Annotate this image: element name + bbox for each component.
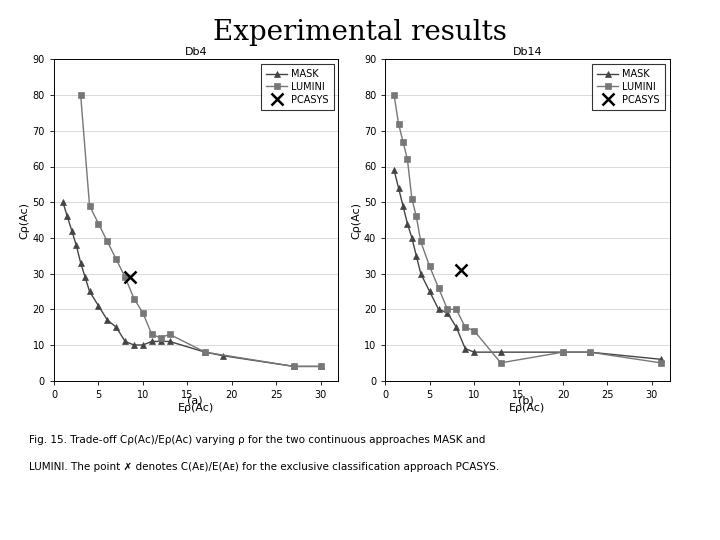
LUMINI xyxy=(76,92,85,98)
MASK xyxy=(112,324,120,330)
MASK xyxy=(201,349,210,355)
LUMINI xyxy=(434,285,443,291)
MASK xyxy=(138,342,147,348)
MASK xyxy=(496,349,505,355)
MASK xyxy=(399,202,408,209)
MASK xyxy=(395,185,403,191)
LUMINI xyxy=(148,331,156,338)
MASK xyxy=(461,346,469,352)
LUMINI xyxy=(395,120,403,127)
LUMINI xyxy=(403,156,412,163)
LUMINI xyxy=(657,360,665,366)
MASK xyxy=(559,349,567,355)
MASK xyxy=(156,338,165,345)
LUMINI xyxy=(399,138,408,145)
MASK xyxy=(103,317,112,323)
MASK xyxy=(434,306,443,313)
Line: LUMINI: LUMINI xyxy=(391,92,664,366)
X-axis label: Eρ(Ac): Eρ(Ac) xyxy=(178,402,215,413)
LUMINI xyxy=(408,195,416,202)
MASK xyxy=(289,363,298,370)
Line: LUMINI: LUMINI xyxy=(78,92,323,369)
Text: LUMINI. The point ✗ denotes C(Aᴇ)/E(Aᴇ) for the exclusive classification approac: LUMINI. The point ✗ denotes C(Aᴇ)/E(Aᴇ) … xyxy=(29,462,499,472)
LUMINI xyxy=(165,331,174,338)
LUMINI xyxy=(289,363,298,370)
LUMINI xyxy=(412,213,420,220)
MASK xyxy=(412,253,420,259)
LUMINI xyxy=(103,238,112,245)
MASK xyxy=(165,338,174,345)
LUMINI xyxy=(469,327,478,334)
MASK xyxy=(121,338,130,345)
X-axis label: Eρ(Ac): Eρ(Ac) xyxy=(509,402,546,413)
Text: Fig. 15. Trade-off Cρ(Aᴄ)/Eρ(Aᴄ) varying ρ for the two continuous approaches MAS: Fig. 15. Trade-off Cρ(Aᴄ)/Eρ(Aᴄ) varying… xyxy=(29,435,485,445)
MASK xyxy=(416,271,425,277)
MASK xyxy=(443,309,451,316)
LUMINI xyxy=(452,306,461,313)
LUMINI xyxy=(585,349,594,355)
MASK xyxy=(148,338,156,345)
LUMINI xyxy=(112,256,120,262)
MASK xyxy=(469,349,478,355)
LUMINI xyxy=(138,309,147,316)
Text: Experimental results: Experimental results xyxy=(213,19,507,46)
Y-axis label: Cρ(Ac): Cρ(Ac) xyxy=(351,201,361,239)
LUMINI xyxy=(130,295,138,302)
MASK xyxy=(76,260,85,266)
MASK xyxy=(657,356,665,362)
Title: Db14: Db14 xyxy=(513,47,542,57)
MASK xyxy=(585,349,594,355)
LUMINI xyxy=(443,306,451,313)
Legend: MASK, LUMINI, PCASYS: MASK, LUMINI, PCASYS xyxy=(261,64,333,110)
MASK xyxy=(58,199,67,205)
LUMINI xyxy=(121,274,130,280)
Line: MASK: MASK xyxy=(391,167,664,362)
LUMINI xyxy=(496,360,505,366)
MASK xyxy=(408,235,416,241)
MASK xyxy=(426,288,434,295)
Title: Db4: Db4 xyxy=(185,47,207,57)
LUMINI xyxy=(316,363,325,370)
LUMINI xyxy=(559,349,567,355)
MASK xyxy=(63,213,72,220)
Text: (b): (b) xyxy=(518,395,534,406)
MASK xyxy=(316,363,325,370)
MASK xyxy=(219,353,228,359)
MASK xyxy=(85,288,94,295)
Legend: MASK, LUMINI, PCASYS: MASK, LUMINI, PCASYS xyxy=(593,64,665,110)
MASK xyxy=(130,342,138,348)
Line: MASK: MASK xyxy=(60,199,323,369)
Y-axis label: Cρ(Ac): Cρ(Ac) xyxy=(20,201,30,239)
LUMINI xyxy=(426,263,434,269)
MASK xyxy=(403,220,412,227)
LUMINI xyxy=(416,238,425,245)
LUMINI xyxy=(390,92,398,98)
MASK xyxy=(94,302,103,309)
LUMINI xyxy=(94,220,103,227)
LUMINI xyxy=(461,324,469,330)
MASK xyxy=(81,274,89,280)
MASK xyxy=(68,227,76,234)
LUMINI xyxy=(85,202,94,209)
LUMINI xyxy=(201,349,210,355)
LUMINI xyxy=(156,335,165,341)
MASK xyxy=(452,324,461,330)
MASK xyxy=(390,167,398,173)
Text: (a): (a) xyxy=(186,395,202,406)
MASK xyxy=(72,242,81,248)
